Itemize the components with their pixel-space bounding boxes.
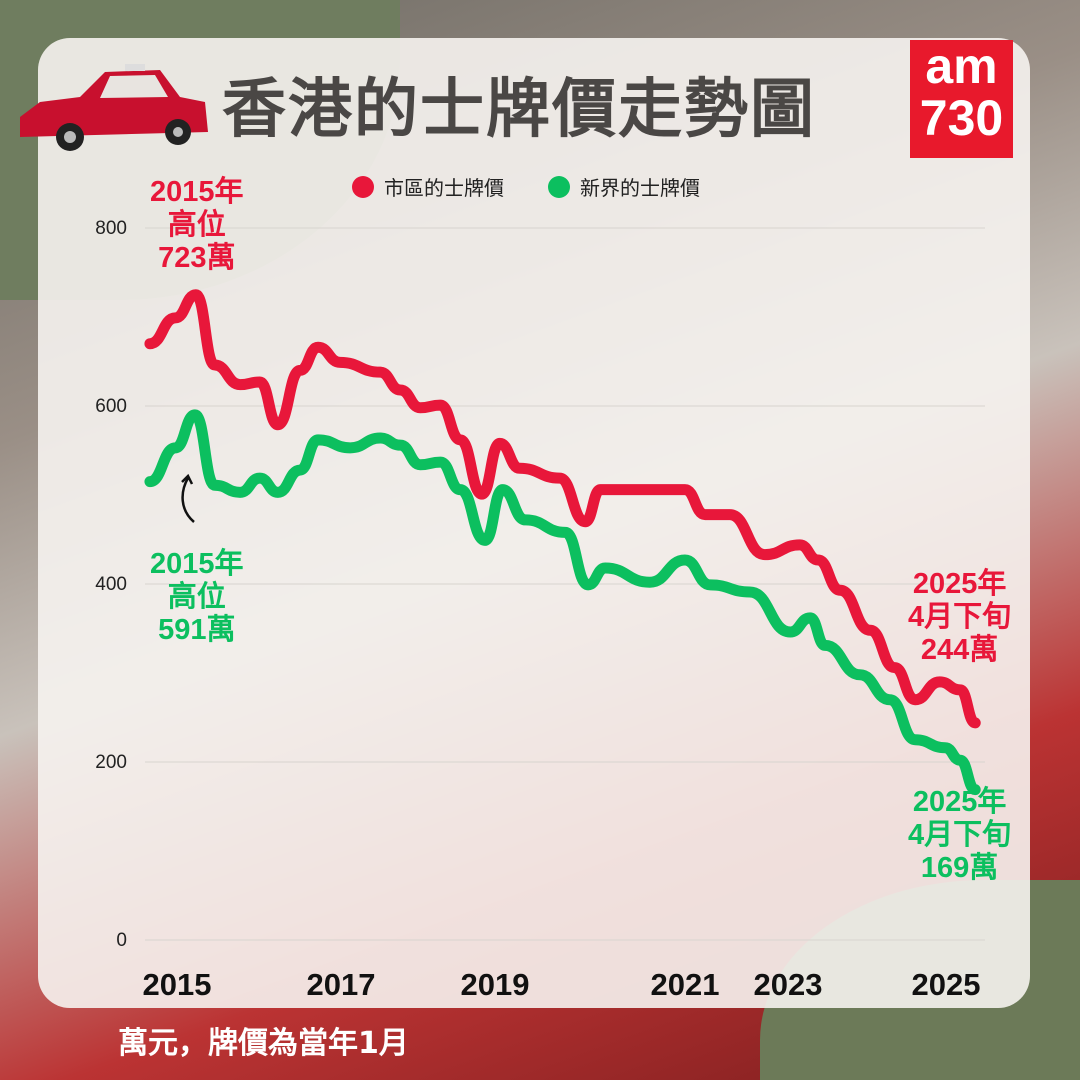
legend-marker <box>352 175 374 198</box>
legend-item-urban: 市區的士牌價 <box>352 172 504 201</box>
logo-text: am <box>925 38 998 94</box>
annotation-nt-latest: 2025年 4月下旬 169萬 <box>908 786 1012 884</box>
x-tick-label: 2025 <box>912 967 981 1002</box>
y-tick-label: 0 <box>116 930 127 951</box>
series-line-nt <box>144 409 981 796</box>
x-tick-label: 2023 <box>754 967 823 1002</box>
legend-marker <box>548 175 570 198</box>
y-tick-label: 800 <box>95 218 127 239</box>
am730-logo: am 730 <box>910 40 1013 158</box>
x-tick-label: 2019 <box>461 967 530 1002</box>
x-tick-label: 2015 <box>143 967 212 1002</box>
annotation-urban-latest: 2025年 4月下旬 244萬 <box>908 568 1012 666</box>
page-title: 香港的士牌價走勢圖 <box>222 73 816 147</box>
annotation-nt-high: 2015年 高位 591萬 <box>150 548 244 646</box>
legend-label: 新界的士牌價 <box>580 176 700 200</box>
y-tick-label: 600 <box>95 396 127 417</box>
annotation-urban-high: 2015年 高位 723萬 <box>150 176 244 274</box>
series-line-urban <box>144 289 981 729</box>
legend-label: 市區的士牌價 <box>384 176 504 200</box>
x-tick-label: 2017 <box>307 967 376 1002</box>
x-tick-label: 2021 <box>651 967 720 1002</box>
arrow-icon <box>181 473 195 523</box>
taxi-icon <box>20 64 208 151</box>
logo-text: 730 <box>919 90 1004 146</box>
y-tick-label: 200 <box>95 752 127 773</box>
legend-item-nt: 新界的士牌價 <box>548 172 700 201</box>
footnote: 萬元，牌價為當年1月 <box>118 1026 409 1061</box>
y-tick-label: 400 <box>95 574 127 595</box>
legend: 市區的士牌價 新界的士牌價 <box>352 172 700 201</box>
